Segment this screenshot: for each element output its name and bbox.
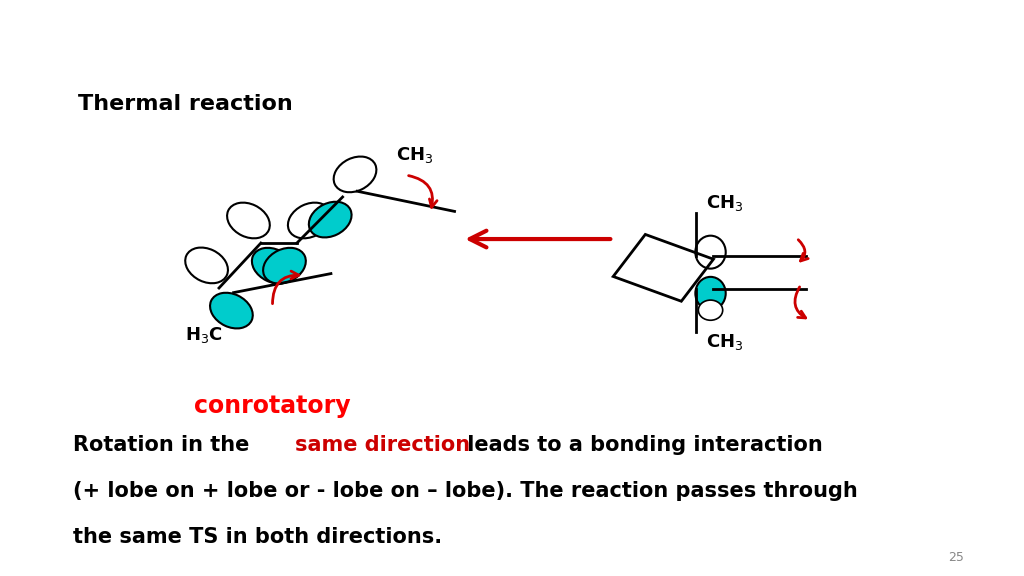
Text: (+ lobe on + lobe or - lobe on – lobe). The reaction passes through: (+ lobe on + lobe or - lobe on – lobe). … (73, 481, 858, 501)
Text: same direction: same direction (295, 435, 470, 455)
Ellipse shape (185, 248, 228, 283)
Ellipse shape (227, 203, 269, 238)
Ellipse shape (695, 277, 726, 310)
FancyArrowPatch shape (409, 176, 437, 207)
Text: CH$_3$: CH$_3$ (396, 145, 433, 165)
Ellipse shape (695, 236, 726, 268)
Text: conrotatory: conrotatory (195, 394, 351, 418)
Text: the same TS in both directions.: the same TS in both directions. (73, 527, 442, 547)
Ellipse shape (334, 157, 377, 192)
Ellipse shape (210, 293, 253, 328)
Ellipse shape (309, 202, 351, 237)
Text: CH$_3$: CH$_3$ (706, 332, 743, 353)
FancyArrowPatch shape (799, 240, 808, 261)
Ellipse shape (252, 248, 295, 283)
Text: H$_3$C: H$_3$C (185, 325, 223, 346)
FancyArrowPatch shape (272, 271, 299, 304)
Text: 25: 25 (948, 551, 964, 564)
Ellipse shape (263, 248, 306, 283)
Ellipse shape (698, 300, 723, 320)
Text: Rotation in the: Rotation in the (73, 435, 257, 455)
Text: Thermal reaction: Thermal reaction (78, 94, 292, 113)
Text: leads to a bonding interaction: leads to a bonding interaction (461, 435, 823, 455)
FancyArrowPatch shape (470, 231, 610, 247)
Text: CH$_3$: CH$_3$ (706, 193, 743, 213)
FancyArrowPatch shape (795, 287, 806, 318)
Ellipse shape (288, 203, 331, 238)
